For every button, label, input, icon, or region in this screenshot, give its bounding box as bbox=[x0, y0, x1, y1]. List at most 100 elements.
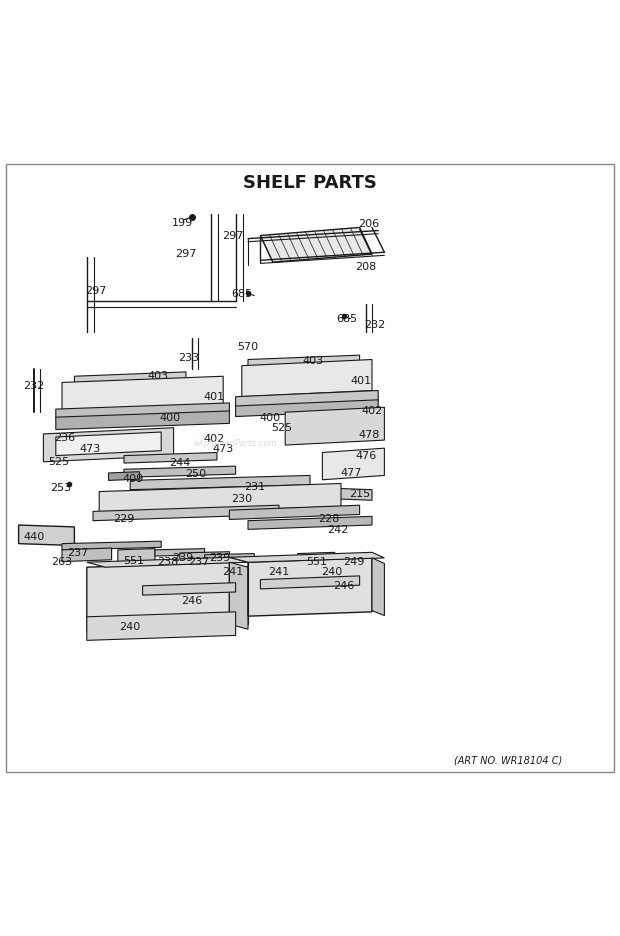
Polygon shape bbox=[124, 452, 217, 463]
Text: 228: 228 bbox=[318, 514, 339, 524]
Polygon shape bbox=[87, 612, 236, 640]
Polygon shape bbox=[62, 376, 223, 414]
Text: 208: 208 bbox=[355, 261, 376, 271]
Polygon shape bbox=[56, 411, 229, 430]
Text: 241: 241 bbox=[222, 566, 243, 577]
Polygon shape bbox=[186, 566, 248, 576]
Text: 230: 230 bbox=[231, 494, 252, 504]
Polygon shape bbox=[236, 390, 378, 407]
Text: 231: 231 bbox=[244, 482, 265, 491]
Polygon shape bbox=[74, 372, 186, 386]
Text: 685: 685 bbox=[231, 289, 252, 300]
Text: 244: 244 bbox=[169, 458, 190, 468]
Polygon shape bbox=[99, 484, 341, 515]
Polygon shape bbox=[260, 566, 322, 576]
Text: 250: 250 bbox=[185, 469, 206, 479]
Polygon shape bbox=[242, 359, 372, 397]
Polygon shape bbox=[248, 558, 372, 616]
Text: SHELF PARTS: SHELF PARTS bbox=[243, 174, 377, 192]
Polygon shape bbox=[260, 576, 360, 589]
Polygon shape bbox=[155, 548, 205, 556]
Text: 401: 401 bbox=[350, 376, 371, 387]
Polygon shape bbox=[205, 553, 254, 561]
Text: 409: 409 bbox=[123, 474, 144, 484]
Polygon shape bbox=[229, 552, 384, 563]
Text: 238: 238 bbox=[157, 557, 178, 567]
Text: 237: 237 bbox=[67, 548, 88, 558]
Polygon shape bbox=[124, 466, 236, 477]
Text: 246: 246 bbox=[334, 581, 355, 591]
Polygon shape bbox=[260, 227, 372, 262]
Text: 232: 232 bbox=[365, 320, 386, 330]
Text: 229: 229 bbox=[113, 514, 135, 524]
Text: 233: 233 bbox=[179, 353, 200, 362]
Polygon shape bbox=[56, 402, 229, 418]
Text: 246: 246 bbox=[182, 596, 203, 607]
Polygon shape bbox=[62, 541, 161, 549]
Text: (ART NO. WR18104 C): (ART NO. WR18104 C) bbox=[454, 755, 562, 766]
Polygon shape bbox=[285, 407, 384, 445]
Text: 551: 551 bbox=[123, 556, 144, 566]
Text: 215: 215 bbox=[349, 489, 370, 499]
Text: 232: 232 bbox=[24, 381, 45, 391]
Polygon shape bbox=[118, 548, 155, 567]
Text: 297: 297 bbox=[175, 249, 197, 259]
Text: 242: 242 bbox=[327, 525, 348, 535]
Text: 239: 239 bbox=[172, 553, 193, 563]
Text: 263: 263 bbox=[51, 557, 73, 567]
Text: 551: 551 bbox=[306, 557, 327, 567]
Polygon shape bbox=[56, 432, 161, 456]
Text: 253: 253 bbox=[50, 484, 71, 493]
Text: 199: 199 bbox=[172, 218, 193, 228]
Polygon shape bbox=[236, 400, 378, 417]
Polygon shape bbox=[229, 563, 248, 629]
Text: 478: 478 bbox=[358, 431, 379, 440]
Polygon shape bbox=[93, 505, 279, 520]
Polygon shape bbox=[322, 448, 384, 480]
Polygon shape bbox=[43, 428, 174, 461]
Polygon shape bbox=[338, 555, 356, 565]
Text: 402: 402 bbox=[203, 434, 224, 444]
Text: 400: 400 bbox=[160, 414, 181, 423]
Text: 400: 400 bbox=[259, 414, 280, 423]
Text: 525: 525 bbox=[272, 423, 293, 432]
Text: 476: 476 bbox=[355, 450, 376, 461]
Text: 237: 237 bbox=[188, 557, 209, 567]
Polygon shape bbox=[19, 525, 74, 546]
Text: 297: 297 bbox=[222, 230, 243, 241]
Text: 402: 402 bbox=[361, 406, 383, 416]
Polygon shape bbox=[108, 472, 140, 480]
Text: 249: 249 bbox=[343, 557, 364, 567]
Polygon shape bbox=[248, 355, 360, 369]
Text: 525: 525 bbox=[48, 457, 69, 467]
Polygon shape bbox=[322, 563, 350, 575]
Text: 685: 685 bbox=[337, 314, 358, 324]
Text: 401: 401 bbox=[203, 391, 224, 402]
Text: 206: 206 bbox=[358, 219, 379, 229]
Text: 570: 570 bbox=[237, 342, 259, 352]
Polygon shape bbox=[372, 558, 384, 616]
Text: 241: 241 bbox=[268, 566, 290, 577]
Text: 440: 440 bbox=[24, 533, 45, 543]
Polygon shape bbox=[143, 583, 236, 595]
Polygon shape bbox=[229, 505, 360, 519]
Text: 403: 403 bbox=[303, 357, 324, 366]
Polygon shape bbox=[298, 552, 335, 571]
Text: 236: 236 bbox=[55, 433, 76, 444]
Polygon shape bbox=[62, 548, 112, 562]
Text: 297: 297 bbox=[86, 286, 107, 297]
Text: 473: 473 bbox=[79, 445, 100, 454]
Polygon shape bbox=[248, 517, 372, 530]
Text: 403: 403 bbox=[148, 372, 169, 381]
Text: 473: 473 bbox=[213, 445, 234, 454]
Text: 240: 240 bbox=[120, 622, 141, 633]
Text: eXplaínedParts.com: eXplaínedParts.com bbox=[194, 439, 277, 447]
Text: 477: 477 bbox=[341, 468, 362, 478]
Polygon shape bbox=[87, 563, 229, 631]
Polygon shape bbox=[130, 475, 310, 490]
Polygon shape bbox=[180, 551, 229, 559]
Polygon shape bbox=[87, 557, 248, 567]
Text: 240: 240 bbox=[321, 566, 342, 577]
Polygon shape bbox=[322, 488, 372, 500]
Text: 239: 239 bbox=[210, 553, 231, 563]
